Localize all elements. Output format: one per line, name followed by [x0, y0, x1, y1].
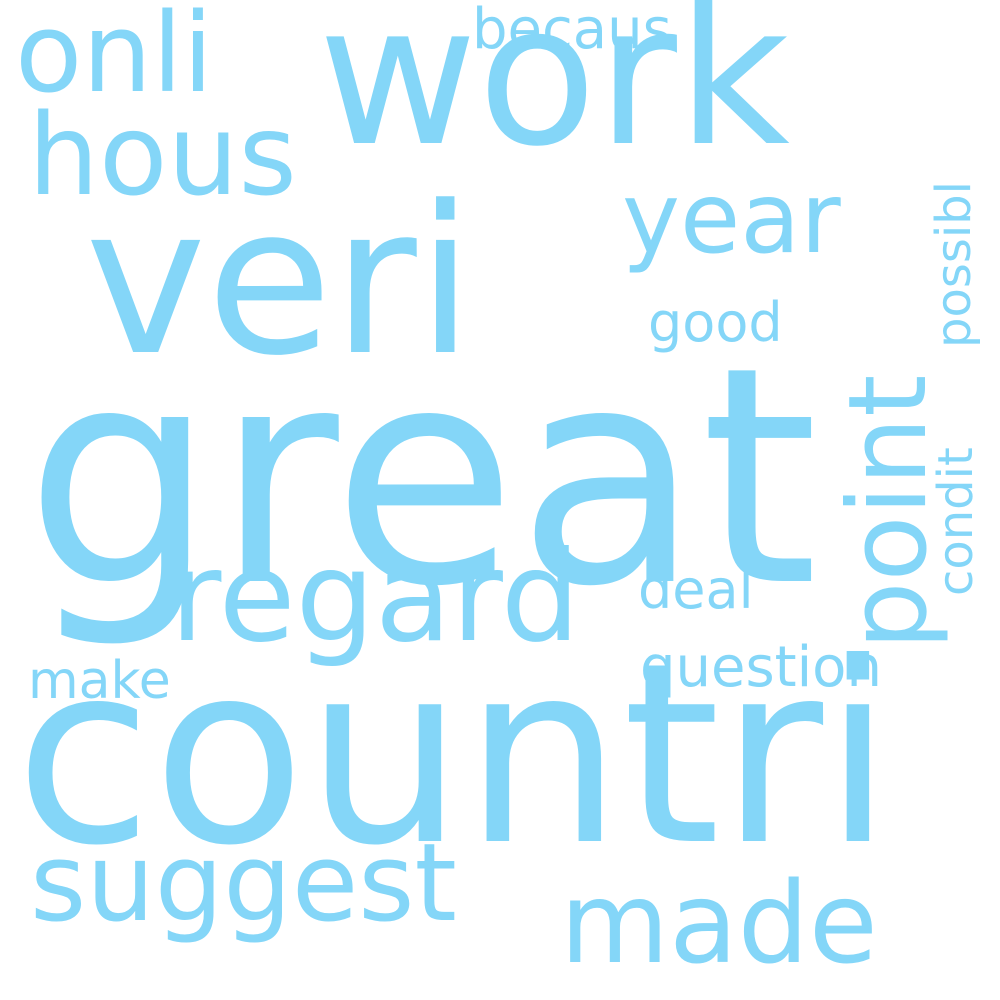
word-condit: condit — [928, 447, 984, 596]
word-make: make — [28, 651, 171, 711]
word-onli: onli — [15, 0, 214, 117]
word-question: question — [640, 635, 882, 700]
word-good: good — [648, 291, 783, 354]
word-veri: veri — [85, 163, 474, 401]
word-countri: countri — [15, 609, 893, 900]
word-hous: hous — [28, 91, 297, 221]
word-point: point — [826, 374, 951, 650]
word-deal: deal — [638, 558, 754, 621]
word-becaus: becaus — [472, 0, 672, 62]
word-great: great — [25, 303, 819, 652]
word-possibl: possibl — [926, 181, 982, 348]
word-regard: regard — [170, 525, 581, 670]
word-work: work — [318, 0, 790, 189]
word-year: year — [622, 162, 841, 276]
word-made: made — [560, 859, 878, 989]
word-suggest: suggest — [30, 821, 457, 946]
